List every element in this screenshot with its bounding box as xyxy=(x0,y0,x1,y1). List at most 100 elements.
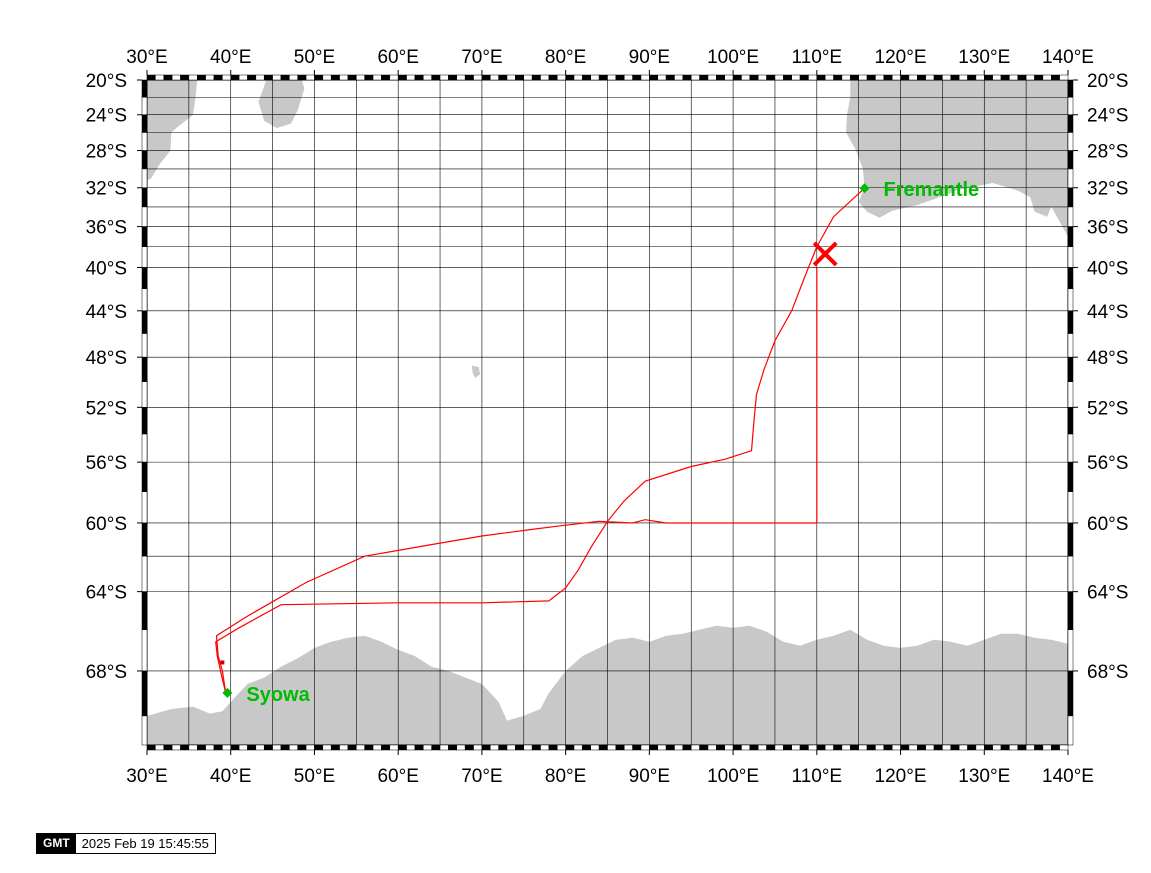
frame-segment-right xyxy=(1067,206,1074,227)
frame-segment-bottom xyxy=(741,744,751,751)
frame-segment-bottom xyxy=(406,744,416,751)
lat-tick-label-left: 48°S xyxy=(86,348,127,369)
frame-segment-bottom xyxy=(481,744,491,751)
frame-segment-top xyxy=(1025,74,1035,81)
lon-tick-label-top: 90°E xyxy=(629,47,670,68)
frame-segment-left xyxy=(141,246,148,268)
frame-segment-top xyxy=(406,74,416,81)
frame-segment-bottom xyxy=(958,744,968,751)
frame-segment-top xyxy=(632,74,642,81)
frame-segment-bottom xyxy=(925,744,935,751)
frame-segment-right xyxy=(1067,555,1074,592)
frame-segment-top xyxy=(665,74,675,81)
frame-segment-left xyxy=(141,670,148,717)
lat-tick-label-left: 32°S xyxy=(86,179,127,200)
frame-segment-top xyxy=(431,74,441,81)
frame-segment-bottom xyxy=(682,744,692,751)
lon-tick-label-bottom: 50°E xyxy=(294,766,335,787)
frame-segment-left xyxy=(141,79,148,98)
frame-segment-bottom xyxy=(649,744,658,751)
frame-segment-bottom xyxy=(824,744,834,751)
frame-segment-top xyxy=(305,74,315,81)
frame-segment-top xyxy=(674,74,684,81)
x-stroke xyxy=(812,241,838,267)
frame-segment-top xyxy=(573,74,583,81)
frame-segment-top xyxy=(272,74,282,81)
frame-segment-top xyxy=(707,74,717,81)
station-marker-syowa xyxy=(222,687,233,698)
frame-segment-bottom xyxy=(783,744,792,751)
frame-segment-top xyxy=(330,74,340,81)
frame-segment-top xyxy=(473,74,483,81)
frame-segment-bottom xyxy=(615,744,625,751)
frame-segment-left xyxy=(141,715,148,746)
frame-segment-right xyxy=(1067,267,1074,290)
frame-segment-bottom xyxy=(590,744,600,751)
frame-segment-top xyxy=(975,74,985,81)
frame-segment-bottom xyxy=(1059,744,1069,751)
lat-tick-label-right: 52°S xyxy=(1087,398,1128,419)
frame-segment-top xyxy=(950,74,960,81)
frame-segment-bottom xyxy=(917,744,926,751)
frame-segment-bottom xyxy=(347,744,357,751)
frame-segment-bottom xyxy=(557,744,566,751)
frame-segment-top xyxy=(657,74,667,81)
frame-segment-top xyxy=(1059,74,1069,81)
frame-segment-bottom xyxy=(799,744,809,751)
station-label-syowa: Syowa xyxy=(246,684,310,706)
frame-segment-left xyxy=(141,150,148,170)
frame-segment-right xyxy=(1067,381,1074,408)
frame-segment-bottom xyxy=(506,744,516,751)
frame-segment-top xyxy=(858,74,868,81)
frame-segment-top xyxy=(506,74,516,81)
lon-tick-label-bottom: 130°E xyxy=(958,766,1010,787)
frame-segment-top xyxy=(590,74,600,81)
frame-segment-top xyxy=(523,74,533,81)
frame-segment-left xyxy=(141,96,148,115)
frame-segment-top xyxy=(515,74,525,81)
frame-segment-bottom xyxy=(389,744,399,751)
frame-segment-left xyxy=(141,381,148,408)
lat-tick-label-right: 20°S xyxy=(1087,71,1128,92)
frame-segment-top xyxy=(1017,74,1027,81)
lon-tick-label-bottom: 110°E xyxy=(792,766,843,787)
frame-segment-right xyxy=(1067,132,1074,151)
frame-segment-top xyxy=(339,74,349,81)
lat-tick-label-right: 28°S xyxy=(1087,142,1128,163)
frame-segment-right xyxy=(1067,522,1074,557)
frame-segment-top xyxy=(531,74,541,81)
lat-tick-label-right: 36°S xyxy=(1087,218,1128,239)
frame-segment-top xyxy=(196,74,206,81)
lat-tick-label-left: 40°S xyxy=(86,258,127,279)
frame-segment-right xyxy=(1067,288,1074,312)
frame-segment-top xyxy=(155,74,164,81)
frame-segment-bottom xyxy=(205,744,215,751)
lon-tick-label-bottom: 30°E xyxy=(126,766,167,787)
frame-segment-top xyxy=(598,74,608,81)
frame-segment-right xyxy=(1067,246,1074,268)
frame-segment-top xyxy=(816,74,826,81)
lat-tick-label-right: 44°S xyxy=(1087,302,1128,323)
frame-segment-bottom xyxy=(791,744,801,751)
frame-segment-top xyxy=(314,74,324,81)
frame-segment-bottom xyxy=(850,744,859,751)
lat-tick-label-left: 60°S xyxy=(86,514,127,535)
frame-segment-bottom xyxy=(356,744,365,751)
frame-segment-bottom xyxy=(255,744,265,751)
frame-segment-right xyxy=(1067,96,1074,115)
frame-segment-top xyxy=(757,74,767,81)
frame-segment-bottom xyxy=(431,744,441,751)
frame-segment-bottom xyxy=(314,744,324,751)
frame-segment-bottom xyxy=(900,744,910,751)
lat-tick-label-left: 20°S xyxy=(86,71,127,92)
current-position-x-icon xyxy=(812,241,838,267)
frame-segment-top xyxy=(247,74,257,81)
frame-segment-left xyxy=(141,187,148,208)
frame-segment-bottom xyxy=(967,744,977,751)
frame-segment-top xyxy=(741,74,751,81)
frame-segment-top xyxy=(464,74,474,81)
frame-segment-bottom xyxy=(263,744,273,751)
frame-segment-top xyxy=(498,74,508,81)
frame-segment-top xyxy=(1051,74,1060,81)
lat-tick-label-left: 52°S xyxy=(86,398,127,419)
